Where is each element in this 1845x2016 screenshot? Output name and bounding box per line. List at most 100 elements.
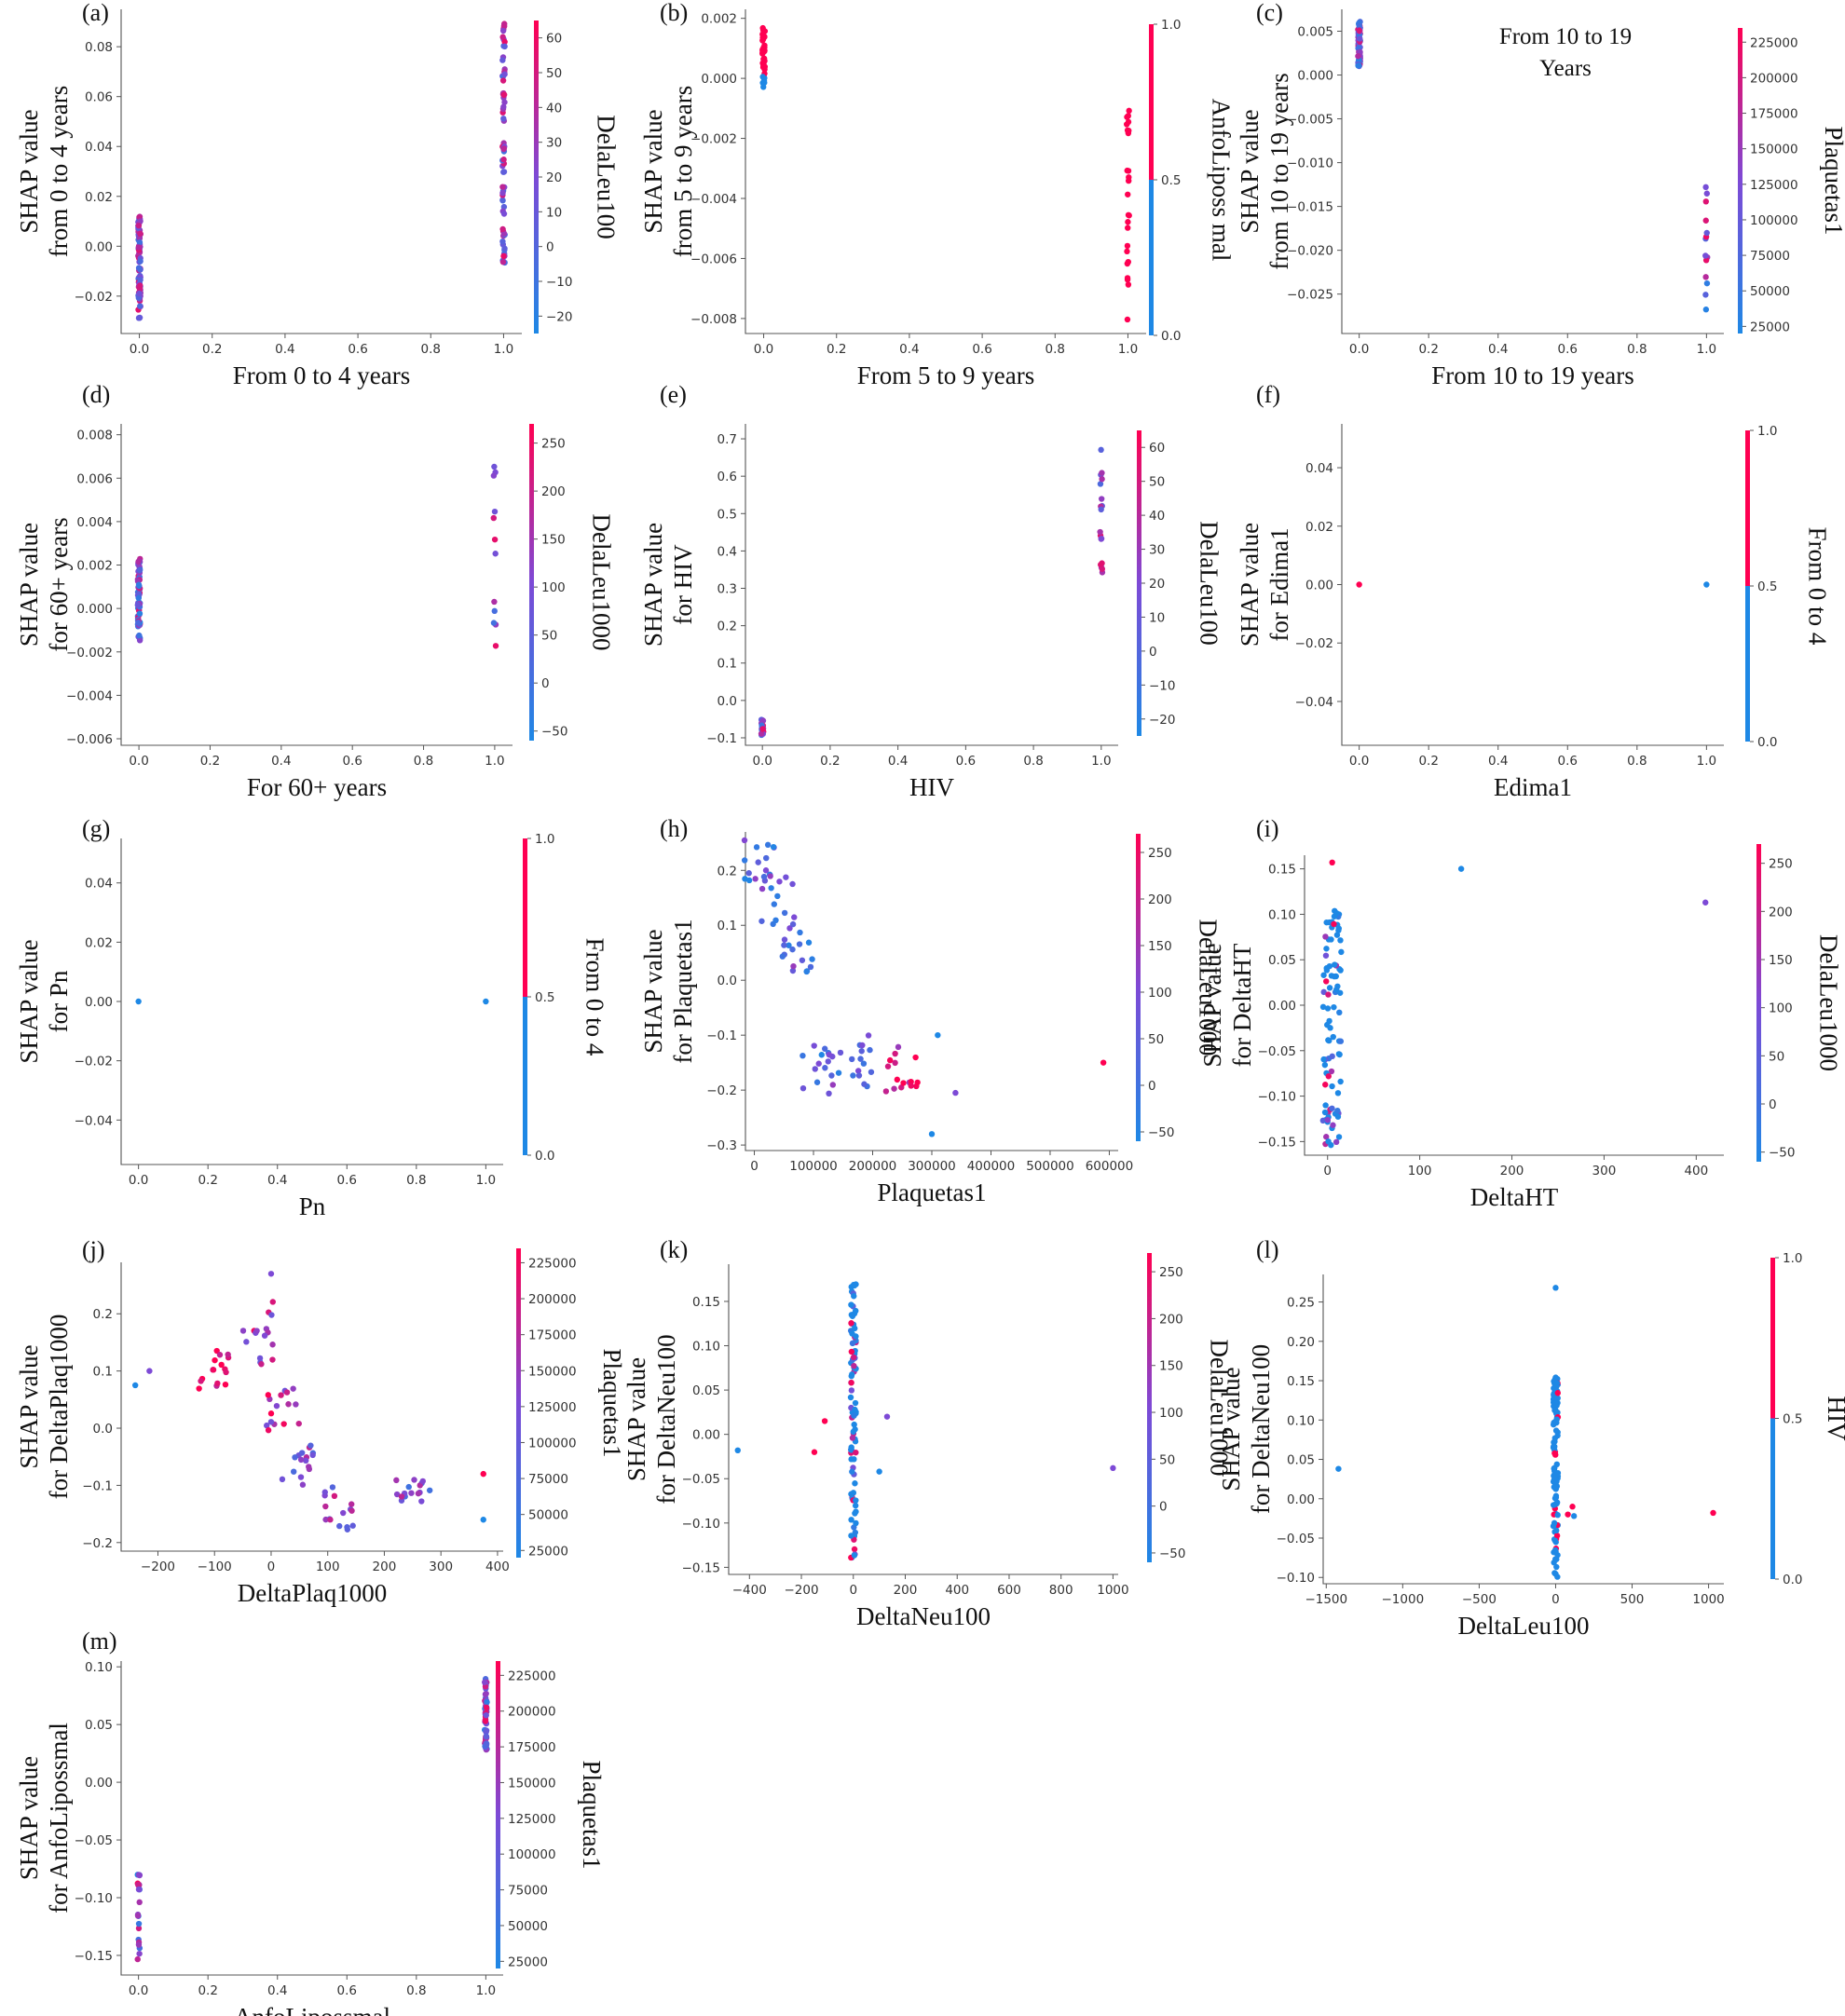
data-point <box>818 1052 825 1058</box>
data-point <box>484 1698 490 1706</box>
data-point <box>1329 859 1335 866</box>
data-point <box>1125 225 1131 231</box>
data-point <box>1551 1465 1557 1472</box>
data-point <box>813 1079 821 1085</box>
data-point <box>837 1049 844 1056</box>
ytick-label-b: −0.004 <box>690 192 737 207</box>
points-k <box>734 1281 1116 1561</box>
xtick-label-d: 0.6 <box>342 754 362 769</box>
data-point <box>852 1529 859 1536</box>
data-point <box>768 885 774 892</box>
data-point <box>135 1941 143 1948</box>
xtick-label-g: 1.0 <box>476 1173 496 1188</box>
colorbar-i <box>1756 844 1761 1162</box>
annotation-c: From 10 to 19 Years <box>1499 24 1632 81</box>
data-point <box>500 116 507 122</box>
xtick-label-a: 0.0 <box>130 342 149 357</box>
xtick-label-g: 0.6 <box>337 1173 357 1188</box>
xtick-label-i: 300 <box>1592 1164 1617 1178</box>
ytick-label-a: 0.06 <box>85 90 113 105</box>
data-point <box>851 1293 857 1300</box>
ytick-label-d: 0.006 <box>76 471 113 486</box>
data-point <box>1356 22 1363 29</box>
data-point <box>1126 107 1132 115</box>
data-point <box>800 1084 807 1092</box>
data-point <box>1553 1527 1560 1534</box>
xtick-label-l: −1000 <box>1382 1592 1425 1607</box>
panel-j: (j) −200 −100 0 100 200 300 400 −0.2 −0.1 0.0 0.1 0.… <box>15 1236 626 1607</box>
data-point <box>1333 932 1341 938</box>
xtick-label-j: 300 <box>429 1560 453 1574</box>
data-point <box>136 610 144 617</box>
data-point <box>752 876 758 882</box>
data-point <box>781 936 788 943</box>
data-point <box>876 1468 882 1475</box>
data-point <box>851 1546 858 1553</box>
data-point <box>1335 1465 1342 1472</box>
colorbar-k <box>1147 1253 1152 1562</box>
data-point <box>499 189 506 197</box>
data-point <box>1110 1464 1116 1472</box>
data-point <box>293 1401 299 1408</box>
colorbar-ticklabel-f: 0.0 <box>1757 735 1777 750</box>
data-point <box>1702 184 1709 191</box>
data-point <box>1710 1509 1716 1517</box>
data-point <box>1124 248 1130 255</box>
data-point <box>408 1490 415 1496</box>
data-point <box>322 1516 329 1523</box>
data-point <box>1333 909 1340 917</box>
data-point <box>1125 191 1131 198</box>
ytick-label-l: 0.25 <box>1287 1296 1315 1311</box>
data-point <box>1319 1117 1327 1124</box>
panel-label-a: (a) <box>82 0 109 26</box>
xtick-label-f: 0.8 <box>1627 754 1647 769</box>
axes-m <box>120 1661 503 1976</box>
ytick-label-j: −0.1 <box>82 1478 113 1493</box>
data-point <box>1125 219 1131 225</box>
colorbar-label-l: HIV <box>1823 1396 1845 1441</box>
data-point <box>789 880 796 888</box>
data-point <box>1554 1512 1561 1519</box>
data-point <box>499 259 507 266</box>
ytick-label-j: −0.2 <box>82 1536 113 1551</box>
colorbar-ticklabel-j: 200000 <box>528 1292 577 1307</box>
axes-i <box>1304 855 1724 1156</box>
ytick-label-b: −0.002 <box>690 132 737 147</box>
data-point <box>848 1301 854 1308</box>
colorbar-label-a: DelaLeu100 <box>593 115 621 238</box>
data-point <box>850 1072 856 1079</box>
data-point <box>1125 281 1132 288</box>
data-point <box>1323 919 1330 926</box>
data-point <box>853 1333 859 1340</box>
colorbar-ticklabel-d: 200 <box>541 484 566 499</box>
data-point <box>483 1704 490 1710</box>
data-point <box>852 1480 858 1487</box>
data-point <box>858 1048 865 1055</box>
data-point <box>852 1399 859 1407</box>
data-point <box>500 91 508 98</box>
colorbar-ticklabel-b: 1.0 <box>1161 18 1181 33</box>
ytick-label-a: −0.02 <box>75 290 113 305</box>
ytick-label-m: 0.05 <box>85 1718 113 1733</box>
colorbar-ticklabel-h: 150 <box>1148 939 1172 954</box>
data-point <box>860 1060 868 1067</box>
xtick-label-g: 0.4 <box>267 1173 287 1188</box>
data-point <box>1335 1134 1343 1140</box>
data-point <box>411 1477 417 1483</box>
panel-label-b: (b) <box>660 0 688 26</box>
colorbar-ticklabel-h: 0 <box>1148 1079 1156 1094</box>
data-point <box>499 238 506 245</box>
data-point <box>329 1484 336 1491</box>
colorbar-label-f: From 0 to 4 <box>1804 527 1832 646</box>
data-point <box>1554 1429 1561 1436</box>
xtick-label-f: 1.0 <box>1697 754 1716 769</box>
data-point <box>1098 446 1104 454</box>
data-point <box>135 244 142 251</box>
data-point <box>781 909 788 917</box>
xtick-label-i: 100 <box>1408 1164 1432 1178</box>
data-point <box>1569 1504 1576 1510</box>
data-point <box>1552 1492 1560 1499</box>
panel-g: (g) 0.0 0.2 0.4 0.6 0.8 1.0 −0.04 −0.02 0.00 0.02 0… <box>15 815 609 1220</box>
xtick-label-b: 0.6 <box>972 342 991 357</box>
data-point <box>1551 1537 1559 1544</box>
